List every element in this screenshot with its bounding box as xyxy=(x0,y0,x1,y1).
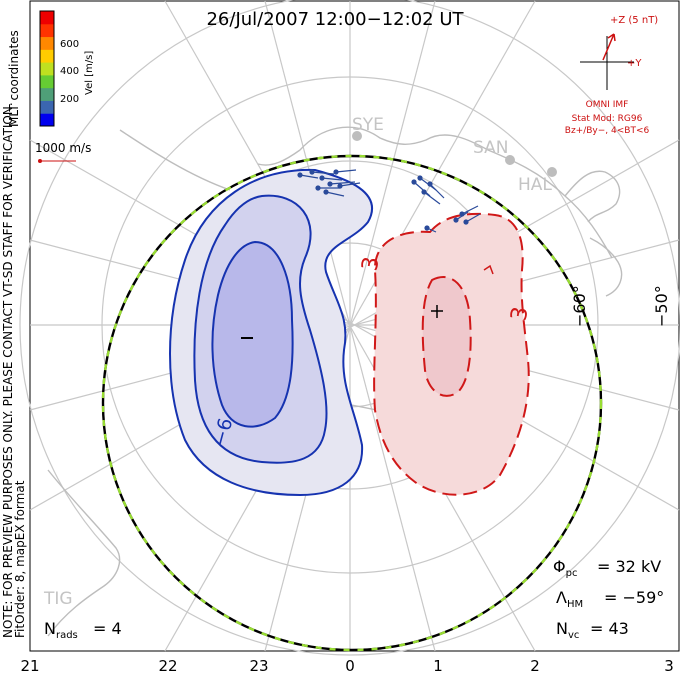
n-vc-value: = 43 xyxy=(590,619,629,638)
lambda-symbol: ΛHM xyxy=(556,588,583,610)
imf-z-label: +Z (5 nT) xyxy=(610,15,658,26)
grid-spoke xyxy=(264,0,436,652)
colorbar-tick: 600 xyxy=(60,39,79,50)
svg-text:SYE: SYE xyxy=(352,115,384,135)
coast-line xyxy=(47,469,121,637)
colorbar-segment xyxy=(40,23,54,38)
station-tig: TIG xyxy=(43,589,73,609)
velocity-colorbar: 600 400 200 Vel [m/s] MLT coordinates xyxy=(7,10,95,127)
statistics: Φpc = 32 kV ΛHM = −59° Nvc = 43 Nrads = … xyxy=(44,557,664,641)
lat-label: −60° xyxy=(570,285,589,327)
coast-line xyxy=(589,237,623,297)
coast-line xyxy=(119,129,231,191)
coast-line xyxy=(299,126,613,259)
contour-label-positive: 3 xyxy=(358,255,385,273)
lat-label: −50° xyxy=(652,285,671,327)
coordinates-label: MLT coordinates xyxy=(7,30,21,127)
radar-stations: SYE SAN HAL TIG xyxy=(43,115,557,609)
colorbar-segment xyxy=(40,11,54,25)
grid-circle xyxy=(19,0,680,656)
svg-text:SAN: SAN xyxy=(473,138,508,158)
colorbar-segment xyxy=(40,49,54,63)
hmb-ellipse-dash xyxy=(101,154,603,652)
imf-dial: +Z (5 nT) +Y OMNI IMF Stat Mod: RG96 Bz+… xyxy=(565,15,659,136)
fit-order-note: FitOrder: 8, mapEX format xyxy=(13,480,27,638)
imf-y-label: +Y xyxy=(627,58,642,69)
mlt-tick: 21 xyxy=(20,657,39,674)
mlt-tick: 2 xyxy=(530,657,540,674)
colorbar-tick: 400 xyxy=(60,66,79,77)
imf-vector-head xyxy=(607,33,616,42)
colorbar-frame xyxy=(39,10,55,127)
colorbar-tick: 200 xyxy=(60,94,79,105)
vector-cluster xyxy=(297,169,361,197)
heppner-maynard-boundary xyxy=(101,154,603,652)
svg-text:HAL: HAL xyxy=(518,175,552,195)
mlt-tick: 23 xyxy=(249,657,268,674)
svg-text:TIG: TIG xyxy=(43,589,73,609)
stat-n-vc: Nvc = 43 xyxy=(556,619,629,641)
scale-vector: 1000 m/s xyxy=(35,141,91,163)
colorbar-segment xyxy=(40,36,54,50)
phi-symbol: Φpc xyxy=(553,557,577,579)
mlt-tick: 0 xyxy=(345,657,355,674)
contour-inner-positive xyxy=(421,276,472,397)
scale-vector-label: 1000 m/s xyxy=(35,141,91,155)
colorbar-label: Vel [m/s] xyxy=(84,51,95,95)
colorbar-segment xyxy=(40,74,54,89)
positive-potential-cell xyxy=(373,212,530,496)
mlt-tick: 22 xyxy=(158,657,177,674)
mlt-tick: 1 xyxy=(433,657,443,674)
coast-line xyxy=(564,170,621,223)
coast-line xyxy=(257,149,301,166)
vector-cluster xyxy=(411,175,481,233)
negative-potential-cell xyxy=(169,168,374,497)
colorbar-segment xyxy=(40,113,54,127)
nvc-symbol: Nvc xyxy=(556,619,579,641)
map-title: 26/Jul/2007 12:00−12:02 UT xyxy=(206,9,464,30)
imf-source: OMNI IMF xyxy=(586,100,629,110)
imf-model-line1: Stat Mod: RG96 xyxy=(572,114,643,124)
colorbar-segment xyxy=(40,62,54,76)
colorbar-segments xyxy=(40,11,54,127)
nrads-symbol: Nrads xyxy=(44,619,78,641)
station-san: SAN xyxy=(473,138,515,165)
contour-inner xyxy=(211,240,294,428)
contour-fragment xyxy=(483,264,494,275)
imf-vector xyxy=(602,33,615,61)
stat-phi-pc: Φpc = 32 kV xyxy=(553,557,661,579)
preview-note: NOTE: FOR PREVIEW PURPOSES ONLY. PLEASE … xyxy=(1,102,15,638)
phi-pc-value: = 32 kV xyxy=(597,557,661,576)
mlt-tick: 3 xyxy=(664,657,674,674)
velocity-vectors xyxy=(297,169,481,233)
mlt-axis: 21 22 23 0 1 2 3 xyxy=(20,657,673,674)
imf-model-line2: Bz+/By−, 4<BT<6 xyxy=(565,126,650,136)
stat-n-rads: Nrads = 4 xyxy=(44,619,122,641)
station-hal: HAL xyxy=(518,167,557,195)
n-rads-value: = 4 xyxy=(93,619,122,638)
contour-label-positive: 3 xyxy=(507,305,534,323)
stat-lambda-hm: ΛHM = −59° xyxy=(556,588,664,610)
lat-lon-grid xyxy=(19,0,680,656)
colorbar-segment xyxy=(40,100,54,114)
colorbar-segment xyxy=(40,87,54,101)
grid-spoke xyxy=(29,239,680,411)
scale-vector-dot xyxy=(38,159,42,163)
station-sye: SYE xyxy=(352,115,384,141)
lambda-hm-value: = −59° xyxy=(604,588,664,607)
